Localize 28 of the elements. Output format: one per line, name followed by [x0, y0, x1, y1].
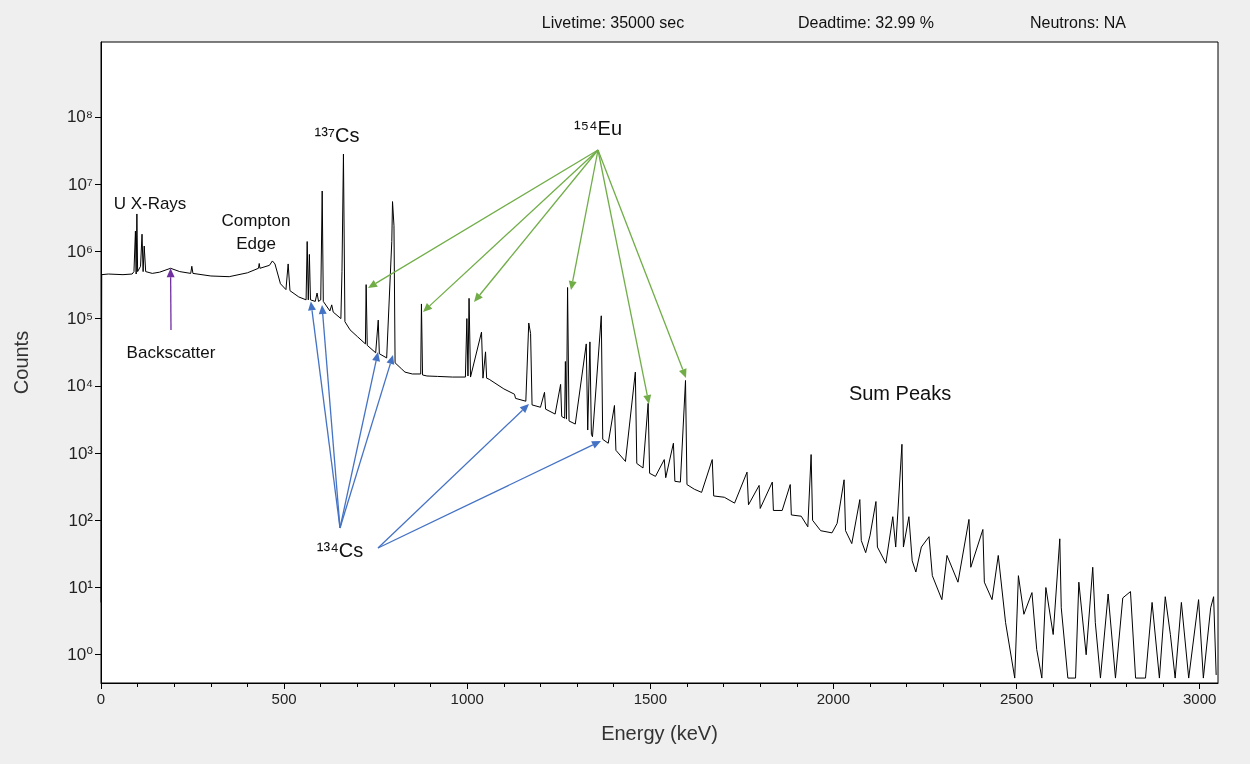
annotation: Backscatter — [126, 342, 216, 362]
x-tick-label: 2000 — [816, 690, 851, 707]
y-tick-label: 10¹ — [68, 578, 94, 598]
x-tick-label: 500 — [271, 690, 297, 707]
annotation: ¹⁵⁴Eu — [573, 117, 623, 139]
y-tick-label: 10⁷ — [67, 174, 93, 194]
y-tick-label: 10³ — [68, 443, 94, 463]
y-tick-label: 10² — [68, 510, 94, 530]
x-axis-title: Energy (keV) — [601, 722, 718, 744]
annotation: Compton Edge — [221, 210, 291, 254]
y-tick-label: 10⁰ — [67, 645, 94, 665]
x-tick-label: 2500 — [999, 690, 1034, 707]
annotation: Sum Peaks — [848, 382, 952, 404]
text: Neutrons: NA — [1029, 13, 1127, 31]
x-tick-label: 1000 — [450, 690, 484, 707]
text: Livetime: 35000 sec — [541, 13, 685, 31]
y-tick-label: 10⁴ — [66, 376, 93, 396]
y-tick-label: 10⁶ — [67, 241, 93, 261]
y-axis-title: Counts — [10, 330, 32, 395]
x-tick-label: 3000 — [1183, 690, 1217, 707]
x-tick-label: 0 — [96, 690, 106, 707]
text: Deadtime: 32.99 % — [797, 13, 935, 31]
annotation: U X-Rays — [113, 193, 187, 213]
annotation: ¹³⁴Cs — [316, 539, 364, 561]
annotation: ¹³⁷Cs — [314, 124, 360, 146]
x-tick-label: 1500 — [633, 690, 668, 707]
y-tick-label: 10⁸ — [66, 107, 93, 127]
y-tick-label: 10⁵ — [67, 309, 93, 329]
